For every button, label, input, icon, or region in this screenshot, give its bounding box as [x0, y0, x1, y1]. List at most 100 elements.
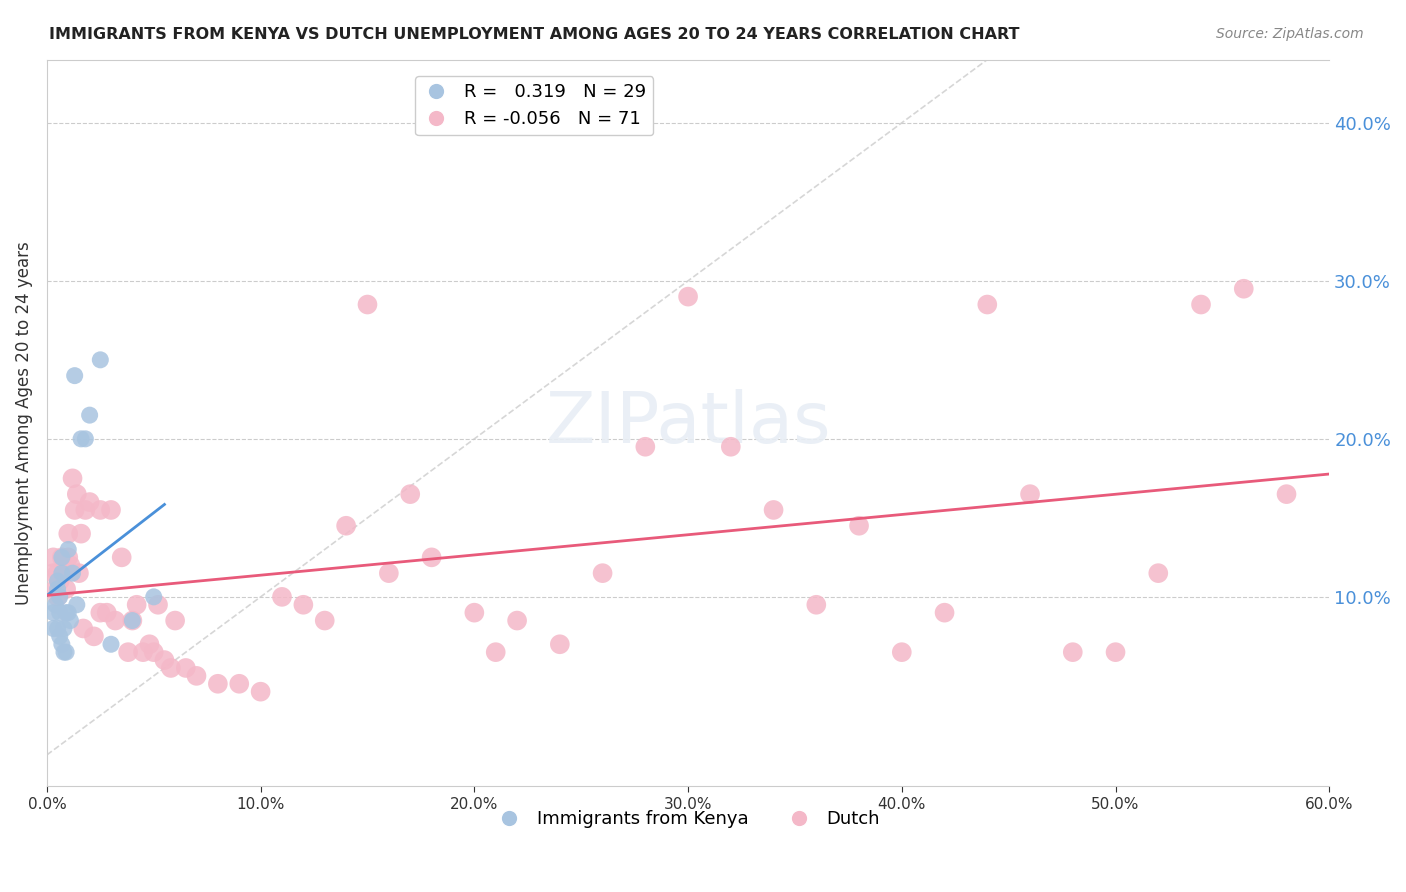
- Legend: Immigrants from Kenya, Dutch: Immigrants from Kenya, Dutch: [489, 803, 887, 836]
- Point: [79, 408, 101, 422]
- Point: [762, 503, 785, 517]
- Point: [506, 614, 529, 628]
- Point: [42, 606, 65, 620]
- Point: [44, 598, 66, 612]
- Point: [104, 614, 127, 628]
- Text: ZIPatlas: ZIPatlas: [546, 389, 831, 458]
- Point: [378, 566, 401, 581]
- Point: [111, 550, 134, 565]
- Point: [62, 566, 84, 581]
- Point: [292, 598, 315, 612]
- Point: [314, 614, 336, 628]
- Point: [48, 629, 70, 643]
- Point: [890, 645, 912, 659]
- Point: [117, 645, 139, 659]
- Point: [934, 606, 956, 620]
- Point: [1147, 566, 1170, 581]
- Point: [142, 645, 165, 659]
- Point: [46, 574, 69, 588]
- Point: [70, 526, 93, 541]
- Text: Source: ZipAtlas.com: Source: ZipAtlas.com: [1216, 27, 1364, 41]
- Point: [53, 645, 76, 659]
- Point: [58, 526, 80, 541]
- Point: [186, 669, 208, 683]
- Point: [58, 606, 80, 620]
- Point: [228, 677, 250, 691]
- Point: [66, 598, 89, 612]
- Point: [720, 440, 742, 454]
- Point: [420, 550, 443, 565]
- Point: [153, 653, 176, 667]
- Point: [89, 352, 111, 367]
- Point: [53, 622, 76, 636]
- Point: [46, 566, 69, 581]
- Point: [48, 590, 70, 604]
- Point: [485, 645, 508, 659]
- Point: [146, 598, 169, 612]
- Point: [976, 297, 998, 311]
- Point: [165, 614, 187, 628]
- Point: [138, 637, 160, 651]
- Point: [548, 637, 571, 651]
- Point: [249, 684, 271, 698]
- Point: [335, 518, 357, 533]
- Point: [1019, 487, 1042, 501]
- Point: [634, 440, 657, 454]
- Point: [42, 566, 65, 581]
- Point: [46, 622, 69, 636]
- Point: [48, 574, 70, 588]
- Point: [55, 645, 77, 659]
- Point: [399, 487, 422, 501]
- Point: [58, 542, 80, 557]
- Point: [89, 503, 111, 517]
- Point: [271, 590, 294, 604]
- Point: [89, 606, 111, 620]
- Point: [160, 661, 183, 675]
- Point: [79, 495, 101, 509]
- Point: [63, 368, 86, 383]
- Point: [125, 598, 148, 612]
- Point: [44, 582, 66, 596]
- Point: [463, 606, 485, 620]
- Point: [58, 550, 80, 565]
- Point: [1275, 487, 1298, 501]
- Point: [42, 550, 65, 565]
- Point: [51, 637, 73, 651]
- Point: [55, 606, 77, 620]
- Point: [142, 590, 165, 604]
- Point: [55, 582, 77, 596]
- Point: [83, 629, 105, 643]
- Point: [75, 432, 97, 446]
- Point: [51, 550, 73, 565]
- Point: [100, 637, 122, 651]
- Point: [1189, 297, 1212, 311]
- Point: [59, 558, 82, 573]
- Point: [75, 503, 97, 517]
- Point: [174, 661, 197, 675]
- Point: [848, 518, 870, 533]
- Point: [46, 590, 69, 604]
- Point: [96, 606, 118, 620]
- Text: IMMIGRANTS FROM KENYA VS DUTCH UNEMPLOYMENT AMONG AGES 20 TO 24 YEARS CORRELATIO: IMMIGRANTS FROM KENYA VS DUTCH UNEMPLOYM…: [49, 27, 1019, 42]
- Point: [48, 606, 70, 620]
- Point: [132, 645, 155, 659]
- Point: [53, 566, 76, 581]
- Point: [72, 622, 94, 636]
- Point: [51, 550, 73, 565]
- Point: [70, 432, 93, 446]
- Point: [1062, 645, 1084, 659]
- Point: [676, 290, 699, 304]
- Point: [100, 503, 122, 517]
- Point: [51, 566, 73, 581]
- Point: [806, 598, 828, 612]
- Point: [1233, 282, 1256, 296]
- Point: [121, 614, 143, 628]
- Point: [67, 566, 90, 581]
- Point: [592, 566, 614, 581]
- Point: [1104, 645, 1126, 659]
- Point: [42, 622, 65, 636]
- Point: [207, 677, 229, 691]
- Point: [59, 614, 82, 628]
- Y-axis label: Unemployment Among Ages 20 to 24 years: Unemployment Among Ages 20 to 24 years: [15, 241, 32, 605]
- Point: [66, 487, 89, 501]
